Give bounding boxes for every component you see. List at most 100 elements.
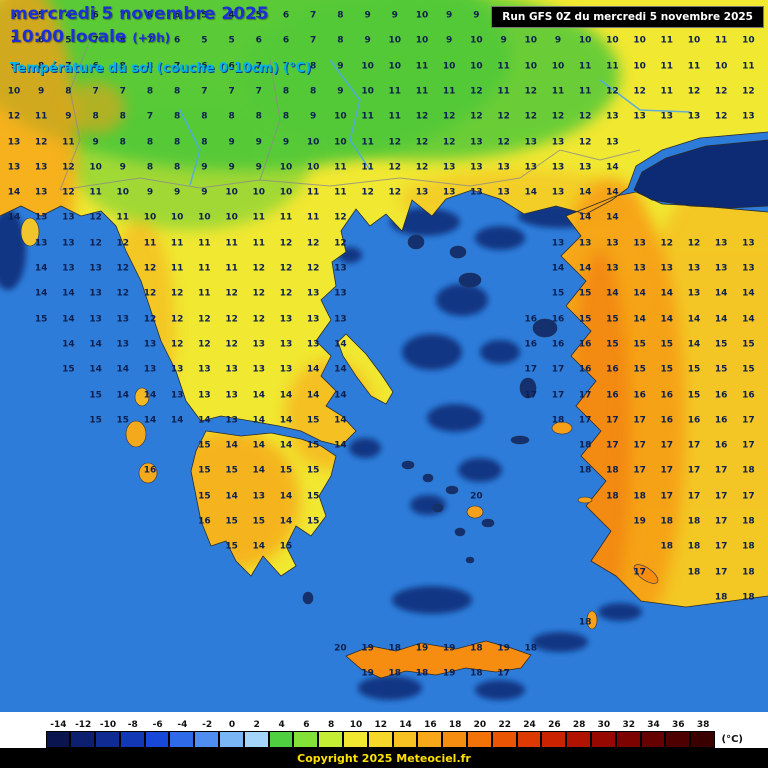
legend-cell: -14 [45, 719, 71, 748]
time-offset: (+9h) [132, 31, 171, 45]
legend-cell: 32 [615, 719, 641, 748]
legend-cell: 2 [243, 719, 269, 748]
legend-tick-label: 28 [572, 720, 586, 730]
legend-cell: 0 [219, 719, 245, 748]
legend-cell: 26 [541, 719, 567, 748]
legend-color-swatch [491, 731, 517, 748]
map-header: mercredi 5 novembre 2025 10:00 locale (+… [10, 4, 311, 76]
parameter-label: Température du sol (couche 0-10cm) (°C) [10, 61, 312, 76]
legend-tick-label: 10 [349, 720, 363, 730]
coastlines [0, 131, 768, 608]
time-label: 10:00 locale (+9h) [10, 27, 311, 47]
islands [20, 217, 659, 630]
legend-tick-label: -6 [152, 720, 163, 730]
legend-color-swatch [442, 731, 468, 748]
legend-tick-label: 20 [473, 720, 487, 730]
legend-tick-label: 30 [597, 720, 611, 730]
legend-cell: -10 [95, 719, 121, 748]
legend-color-swatch [467, 731, 492, 748]
legend-cell: 24 [516, 719, 542, 748]
local-time: 10:00 locale [10, 27, 127, 47]
legend-color-swatch [268, 731, 294, 748]
legend-tick-label: -12 [75, 720, 92, 730]
copyright-text: Copyright 2025 Meteociel.fr [297, 751, 471, 765]
legend-tick-label: 24 [523, 720, 536, 730]
greece-temperature-map [0, 0, 768, 700]
legend-color-swatch [144, 731, 170, 748]
legend-cell: 10 [343, 719, 369, 748]
legend-tick-label: 4 [278, 720, 285, 730]
legend-tick-label: 36 [672, 720, 685, 730]
legend-color-swatch [119, 731, 145, 748]
legend-cell: 14 [392, 719, 418, 748]
legend-cell: -12 [70, 719, 96, 748]
legend-tick-label: -4 [177, 720, 188, 730]
legend-tick-label: 38 [696, 720, 710, 730]
legend-unit-label: (°C) [721, 734, 743, 745]
legend-cell: 18 [442, 719, 468, 748]
legend-cell: 12 [367, 719, 393, 748]
map-area: 6546786545678991099109109101011101011765… [0, 0, 768, 712]
legend-cell: 28 [566, 719, 592, 748]
legend-color-swatch [665, 731, 691, 748]
color-scale-cells: -14 -12 -10 -8 -6 -4 -2 0 2 4 6 8 10 12 14 16 18 20 22 24 26… [45, 719, 716, 748]
legend-tick-label: -8 [127, 720, 138, 730]
legend-tick-label: 0 [228, 720, 236, 730]
legend-cell: 30 [591, 719, 617, 748]
legend-tick-label: 26 [548, 720, 561, 730]
legend-color-swatch [243, 731, 269, 748]
legend-cell: -8 [119, 719, 145, 748]
legend-cell: 16 [417, 719, 443, 748]
color-scale-legend: -14 -12 -10 -8 -6 -4 -2 0 2 4 6 8 10 12 14 16 18 20 22 24 26… [0, 712, 768, 748]
legend-cell: 22 [491, 719, 517, 748]
legend-tick-label: 6 [303, 720, 310, 730]
legend-cell: 4 [268, 719, 294, 748]
legend-color-swatch [640, 731, 666, 748]
legend-cell: 36 [665, 719, 691, 748]
legend-color-swatch [219, 731, 244, 748]
legend-tick-label: -10 [99, 720, 117, 730]
legend-tick-label: 12 [374, 720, 388, 730]
legend-tick-label: -2 [202, 720, 213, 730]
legend-cell: -6 [144, 719, 170, 748]
legend-tick-label: 34 [647, 720, 660, 730]
legend-color-swatch [367, 731, 393, 748]
legend-cell: 34 [640, 719, 666, 748]
legend-tick-label: -14 [50, 720, 67, 730]
legend-tick-label: 32 [622, 720, 635, 730]
crete-island [345, 640, 532, 679]
legend-color-swatch [318, 731, 344, 748]
legend-color-swatch [566, 731, 592, 748]
legend-color-swatch [45, 731, 71, 748]
model-run-info: Run GFS 0Z du mercredi 5 novembre 2025 [491, 6, 764, 28]
legend-color-swatch [70, 731, 96, 748]
legend-tick-label: 14 [399, 720, 412, 730]
date-label: mercredi 5 novembre 2025 [10, 4, 269, 24]
legend-cell: -4 [169, 719, 195, 748]
legend-color-swatch [169, 731, 195, 748]
copyright-bar: Copyright 2025 Meteociel.fr [0, 748, 768, 768]
legend-color-swatch [615, 731, 641, 748]
legend-color-swatch [591, 731, 616, 748]
legend-tick-label: 18 [448, 720, 462, 730]
legend-color-swatch [293, 731, 319, 748]
legend-color-swatch [541, 731, 567, 748]
legend-cell: 38 [690, 719, 716, 748]
legend-tick-label: 22 [498, 720, 511, 730]
legend-tick-label: 8 [328, 720, 335, 730]
country-borders [59, 39, 641, 191]
legend-cell: 6 [293, 719, 319, 748]
legend-color-swatch [690, 731, 716, 748]
legend-tick-label: 16 [424, 720, 437, 730]
legend-tick-label: 2 [253, 720, 260, 730]
legend-color-swatch [417, 731, 443, 748]
legend-color-swatch [194, 731, 220, 748]
legend-cell: -2 [194, 719, 220, 748]
legend-cell: 8 [318, 719, 344, 748]
legend-color-swatch [95, 731, 120, 748]
black-sea [634, 140, 768, 208]
legend-color-swatch [392, 731, 418, 748]
legend-color-swatch [516, 731, 542, 748]
rivers [179, 59, 691, 186]
legend-cell: 20 [467, 719, 493, 748]
